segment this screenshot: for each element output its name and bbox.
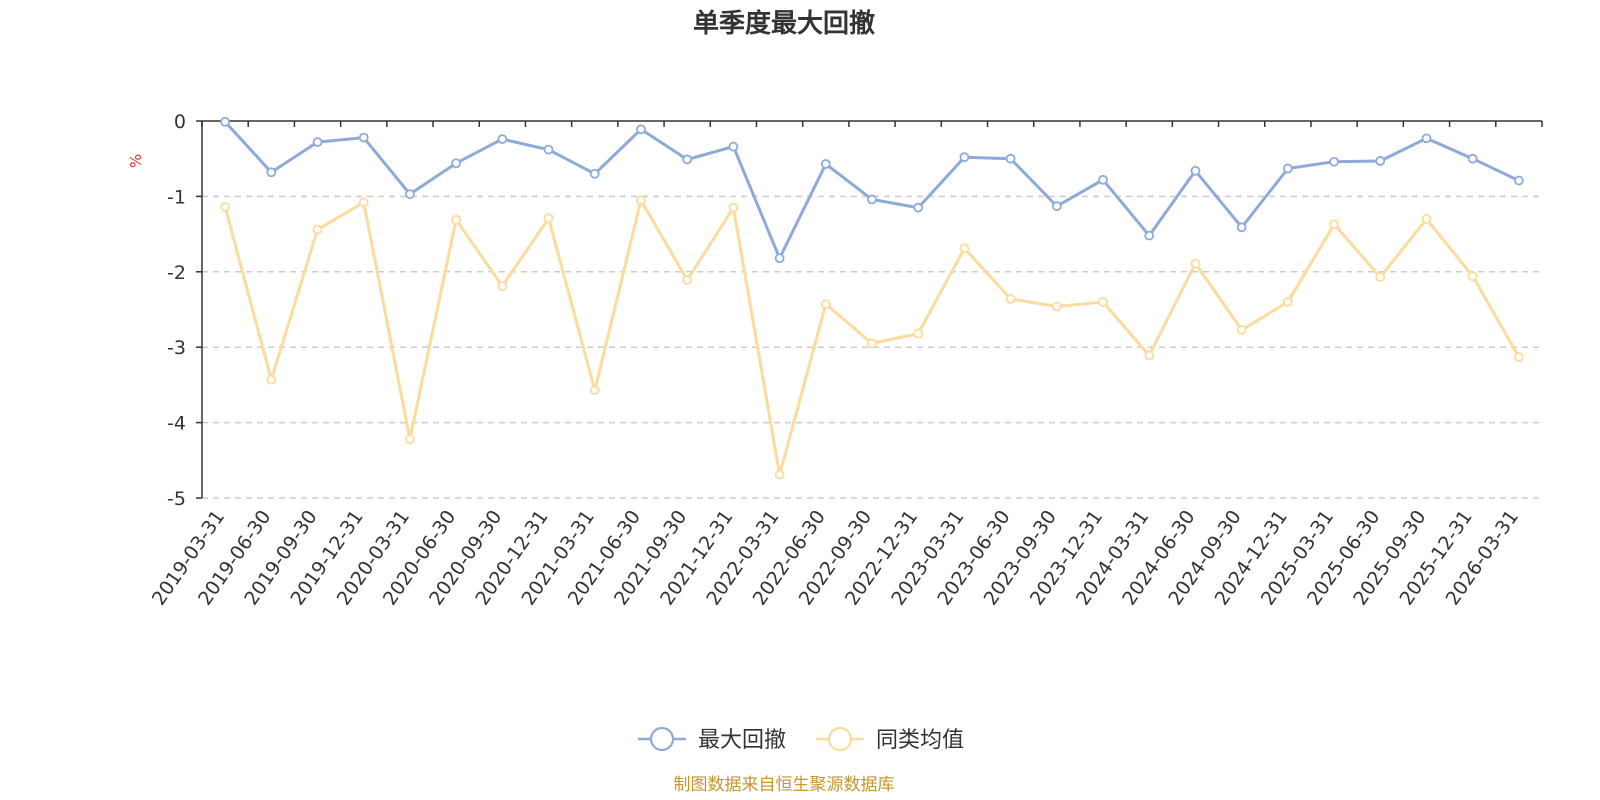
data-point bbox=[1144, 350, 1155, 361]
data-point bbox=[589, 168, 600, 179]
data-point bbox=[1051, 301, 1062, 312]
data-point bbox=[358, 197, 369, 208]
data-point bbox=[1375, 156, 1386, 166]
chart-title: 单季度最大回撤 bbox=[693, 8, 875, 39]
data-point bbox=[728, 202, 739, 213]
data-point bbox=[1144, 230, 1155, 241]
x-tick-labels: 2019-03-312019-06-302019-09-302019-12-31… bbox=[148, 506, 1523, 609]
data-point bbox=[682, 275, 693, 285]
data-point bbox=[1282, 163, 1293, 174]
data-point bbox=[451, 214, 462, 225]
data-point bbox=[913, 328, 924, 339]
data-point bbox=[682, 154, 693, 165]
grid-lines bbox=[202, 195, 1542, 499]
data-point bbox=[636, 124, 646, 135]
data-point bbox=[1467, 153, 1478, 164]
data-point bbox=[1098, 174, 1108, 185]
y-tick-label: -4 bbox=[167, 413, 186, 435]
data-point bbox=[1236, 222, 1247, 233]
data-point bbox=[774, 253, 785, 264]
legend-marker bbox=[649, 726, 675, 752]
y-tick-label: 0 bbox=[174, 111, 186, 133]
axes bbox=[196, 120, 1543, 499]
data-point bbox=[1282, 297, 1293, 307]
data-point bbox=[220, 202, 231, 212]
data-point bbox=[1329, 156, 1339, 167]
data-point bbox=[1190, 258, 1201, 269]
data-point bbox=[1467, 271, 1478, 282]
legend[interactable]: 最大回撤 同类均值 bbox=[638, 726, 964, 753]
legend-label: 最大回撤 bbox=[698, 728, 786, 753]
y-axis-unit: % bbox=[127, 154, 145, 168]
data-point bbox=[820, 159, 831, 169]
data-point bbox=[1421, 133, 1432, 144]
data-point bbox=[543, 144, 554, 155]
data-point bbox=[820, 299, 831, 310]
data-point bbox=[959, 243, 970, 254]
data-point bbox=[1236, 324, 1247, 335]
y-tick-label: -2 bbox=[167, 262, 186, 284]
data-point bbox=[1375, 272, 1386, 282]
data-point bbox=[1513, 175, 1524, 186]
data-point bbox=[220, 116, 231, 127]
series-line bbox=[223, 198, 1521, 477]
data-point bbox=[1421, 214, 1432, 224]
data-point bbox=[1005, 153, 1016, 164]
data-point bbox=[312, 224, 323, 235]
data-point bbox=[1098, 297, 1108, 307]
data-point bbox=[451, 158, 462, 169]
data-point bbox=[266, 374, 277, 385]
data-point bbox=[1005, 294, 1016, 304]
legend-marker bbox=[827, 726, 853, 752]
data-point bbox=[312, 137, 323, 148]
data-point bbox=[266, 167, 277, 178]
series-1 bbox=[220, 195, 1524, 480]
data-point bbox=[867, 338, 877, 349]
data-point bbox=[1513, 352, 1524, 362]
source-note: 制图数据来自恒生聚源数据库 bbox=[674, 775, 895, 795]
legend-item[interactable]: 同类均值 bbox=[816, 726, 964, 753]
data-point bbox=[1051, 201, 1062, 212]
y-tick-label: -1 bbox=[167, 186, 186, 208]
data-point bbox=[728, 141, 739, 152]
data-point bbox=[1190, 165, 1201, 176]
data-point bbox=[358, 132, 369, 143]
data-point bbox=[497, 134, 508, 144]
data-point bbox=[405, 189, 415, 200]
data-point bbox=[636, 195, 646, 206]
data-point bbox=[867, 194, 877, 205]
data-point bbox=[589, 385, 600, 396]
data-point bbox=[1329, 219, 1339, 230]
data-point bbox=[405, 434, 415, 445]
series-group bbox=[220, 116, 1524, 480]
y-tick-label: -5 bbox=[167, 488, 186, 510]
y-tick-labels: 0 -1 -2 -3 -4 -5 bbox=[167, 111, 186, 510]
data-point bbox=[543, 213, 554, 224]
series-0 bbox=[220, 116, 1524, 264]
data-point bbox=[959, 152, 970, 163]
legend-label: 同类均值 bbox=[876, 728, 964, 753]
y-tick-label: -3 bbox=[167, 337, 186, 359]
data-point bbox=[497, 281, 508, 292]
data-point bbox=[913, 202, 924, 213]
legend-item[interactable]: 最大回撤 bbox=[638, 726, 786, 753]
data-point bbox=[774, 469, 785, 480]
